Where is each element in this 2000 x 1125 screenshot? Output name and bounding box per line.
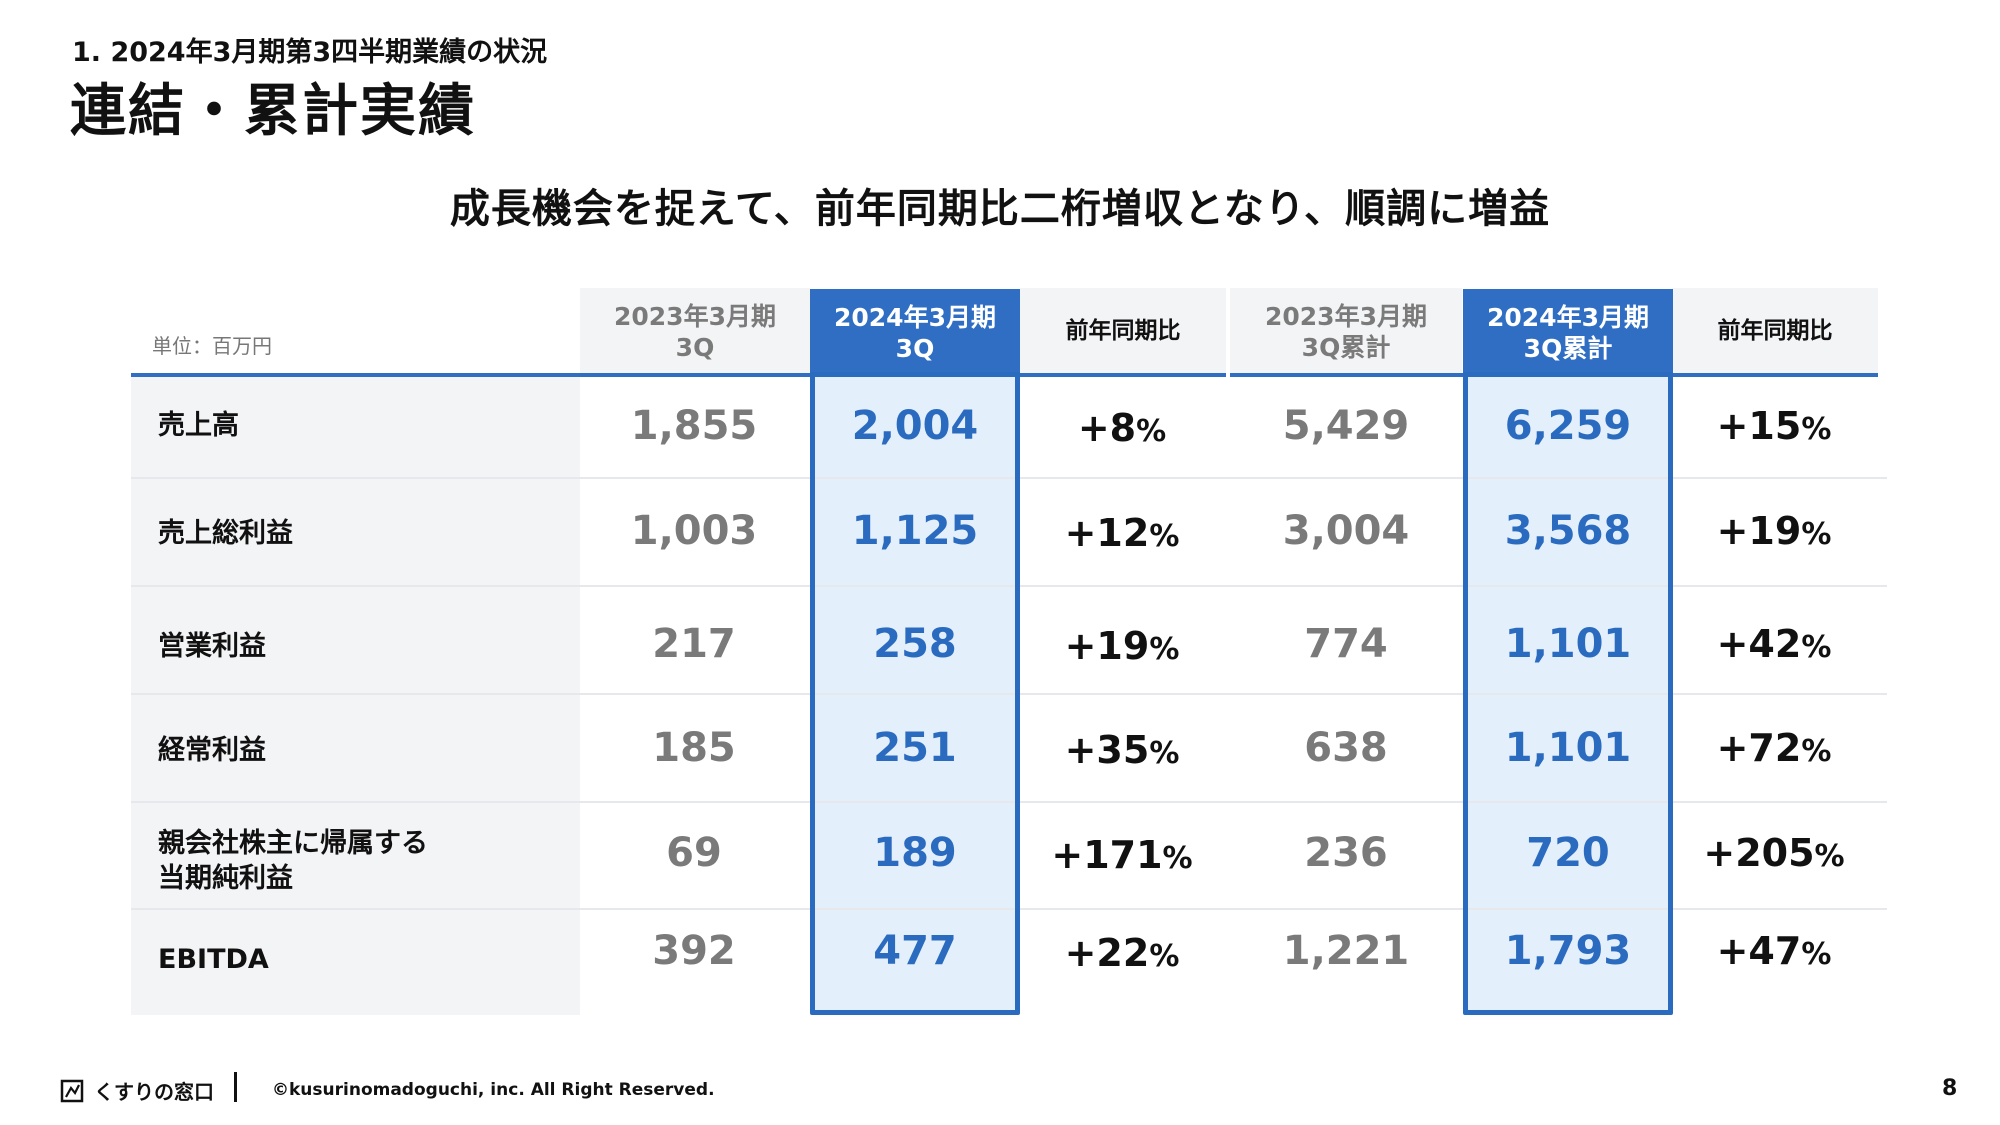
page-number: 8 bbox=[1942, 1076, 1958, 1101]
header-underline bbox=[1230, 373, 1465, 377]
value-curr-cum: 3,568 bbox=[1504, 508, 1632, 554]
row-label: 売上総利益 bbox=[158, 518, 293, 549]
col-header-line1: 2024年3月期 bbox=[1487, 303, 1649, 332]
prev-q-header-bg bbox=[580, 288, 810, 375]
copyright: ©kusurinomadoguchi, inc. All Right Reser… bbox=[272, 1080, 715, 1100]
value-curr-q: 258 bbox=[873, 621, 957, 667]
value-yoy-cum: +72% bbox=[1716, 726, 1832, 770]
value-prev-q: 1,003 bbox=[630, 508, 758, 554]
col-header-prev-cum: 2023年3月期 3Q累計 bbox=[1230, 288, 1462, 375]
col-header-curr-q: 2024年3月期 3Q bbox=[810, 289, 1020, 377]
value-prev-q: 69 bbox=[666, 830, 722, 876]
value-curr-cum: 720 bbox=[1526, 830, 1610, 876]
prev-cum-header-bg bbox=[1230, 288, 1462, 375]
value-yoy-q: +8% bbox=[1077, 406, 1167, 450]
headline: 成長機会を捉えて、前年同期比二桁増収となり、順調に増益 bbox=[449, 186, 1551, 232]
value-yoy-q: +35% bbox=[1064, 728, 1180, 772]
footer-divider bbox=[234, 1072, 237, 1102]
row-label-line1: 親会社株主に帰属する bbox=[158, 828, 428, 859]
value-yoy-q: +12% bbox=[1064, 511, 1180, 555]
section-label: 1. 2024年3月期第3四半期業績の状況 bbox=[72, 37, 548, 68]
value-prev-q: 392 bbox=[652, 928, 736, 974]
header-underline bbox=[131, 373, 811, 377]
row-label: 営業利益 bbox=[158, 631, 266, 662]
value-yoy-cum: +15% bbox=[1716, 404, 1832, 448]
row-label: 親会社株主に帰属する 当期純利益 bbox=[158, 826, 428, 896]
col-header-line1: 前年同期比 bbox=[1717, 318, 1833, 344]
row-label-line2: 当期純利益 bbox=[158, 863, 293, 894]
row-separator bbox=[131, 908, 1887, 910]
value-prev-q: 1,855 bbox=[630, 403, 758, 449]
col-header-line2: 3Q bbox=[675, 332, 715, 362]
value-prev-q: 217 bbox=[652, 621, 736, 667]
row-label: EBITDA bbox=[158, 944, 269, 975]
col-header-line2: 3Q bbox=[895, 334, 935, 363]
col-header-curr-cum: 2024年3月期 3Q累計 bbox=[1463, 289, 1673, 377]
col-header-line1: 前年同期比 bbox=[1065, 318, 1181, 344]
brand-name: くすりの窓口 bbox=[94, 1080, 214, 1104]
value-yoy-cum: +205% bbox=[1703, 831, 1845, 875]
yoy-cum-header-bg bbox=[1672, 288, 1878, 375]
col-header-prev-q: 2023年3月期 3Q bbox=[580, 288, 810, 375]
value-prev-cum: 774 bbox=[1304, 621, 1388, 667]
col-header-line1: 2024年3月期 bbox=[834, 303, 996, 332]
value-yoy-cum: +42% bbox=[1716, 622, 1832, 666]
curr-cum-highlight-border bbox=[1463, 372, 1673, 1015]
header-underline bbox=[1020, 373, 1226, 377]
row-separator bbox=[131, 801, 1887, 803]
value-curr-cum: 1,101 bbox=[1504, 725, 1632, 771]
value-yoy-cum: +47% bbox=[1716, 929, 1832, 973]
unit-label: 単位：百万円 bbox=[152, 334, 272, 358]
value-prev-cum: 3,004 bbox=[1282, 508, 1410, 554]
row-label: 経常利益 bbox=[158, 735, 266, 766]
value-yoy-q: +171% bbox=[1051, 833, 1193, 877]
yoy-q-header-bg bbox=[1020, 288, 1226, 375]
value-prev-cum: 638 bbox=[1304, 725, 1388, 771]
col-header-yoy-cum: 前年同期比 bbox=[1672, 288, 1878, 375]
value-curr-q: 189 bbox=[873, 830, 957, 876]
value-curr-q: 251 bbox=[873, 725, 957, 771]
row-separator bbox=[131, 693, 1887, 695]
value-yoy-q: +19% bbox=[1064, 624, 1180, 668]
value-curr-q: 2,004 bbox=[851, 403, 979, 449]
col-header-yoy-q: 前年同期比 bbox=[1020, 288, 1226, 375]
page-title: 連結・累計実績 bbox=[70, 79, 476, 144]
value-curr-cum: 6,259 bbox=[1504, 403, 1632, 449]
value-prev-q: 185 bbox=[652, 725, 736, 771]
row-separator bbox=[131, 477, 1887, 479]
value-prev-cum: 5,429 bbox=[1282, 403, 1410, 449]
value-curr-q: 477 bbox=[873, 928, 957, 974]
curr-q-highlight-border bbox=[810, 372, 1020, 1015]
window-logo-icon bbox=[60, 1079, 84, 1102]
value-curr-q: 1,125 bbox=[851, 508, 979, 554]
value-curr-cum: 1,793 bbox=[1504, 928, 1632, 974]
col-header-line2: 3Q累計 bbox=[1523, 334, 1613, 363]
value-yoy-cum: +19% bbox=[1716, 509, 1832, 553]
value-prev-cum: 236 bbox=[1304, 830, 1388, 876]
header-underline bbox=[1672, 373, 1878, 377]
label-column-bg bbox=[131, 375, 580, 1015]
value-prev-cum: 1,221 bbox=[1282, 928, 1410, 974]
value-yoy-q: +22% bbox=[1064, 931, 1180, 975]
col-header-line1: 2023年3月期 bbox=[1265, 301, 1427, 331]
row-label: 売上高 bbox=[158, 410, 239, 441]
brand-logo: くすりの窓口 bbox=[60, 1076, 214, 1105]
value-curr-cum: 1,101 bbox=[1504, 621, 1632, 667]
col-header-line1: 2023年3月期 bbox=[614, 301, 776, 331]
row-separator bbox=[131, 585, 1887, 587]
col-header-line2: 3Q累計 bbox=[1301, 332, 1391, 362]
